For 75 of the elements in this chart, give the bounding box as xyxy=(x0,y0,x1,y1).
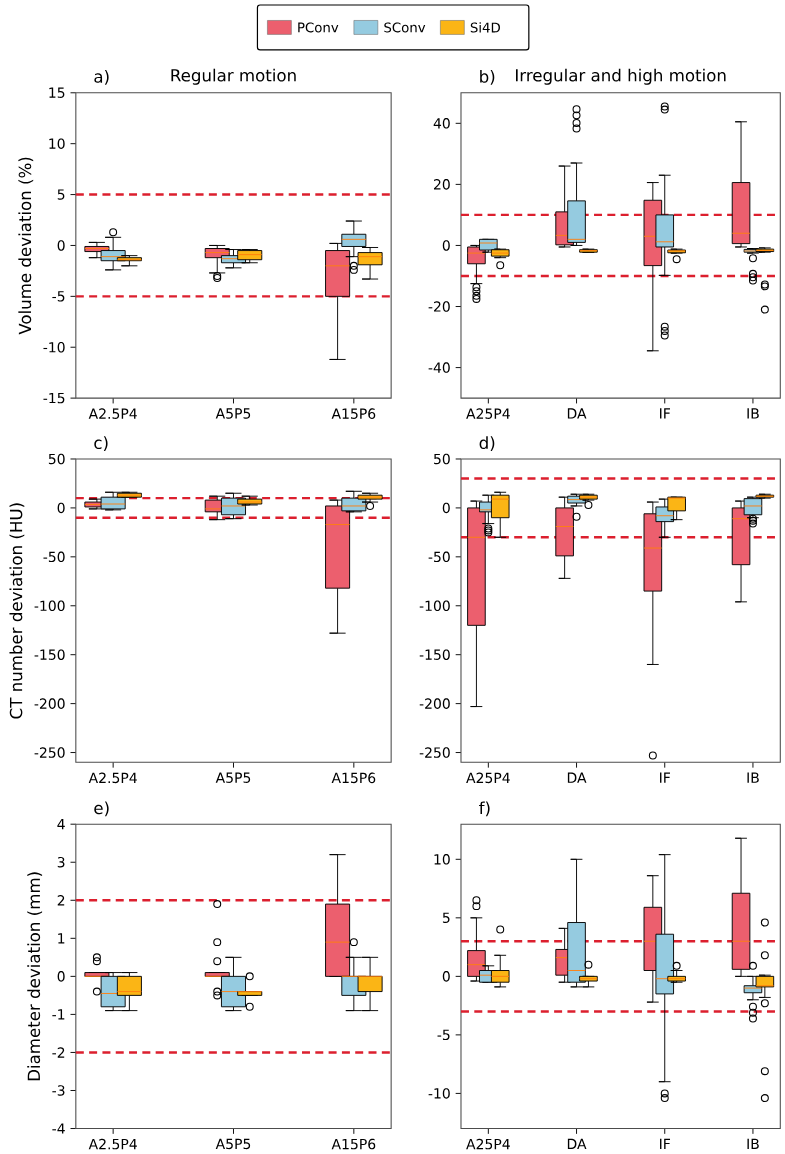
y-tick-label: 15 xyxy=(49,87,65,98)
x-tick-label: A5P5 xyxy=(215,408,251,419)
x-tick-label: IB xyxy=(747,1138,759,1149)
text: f) xyxy=(478,801,490,817)
x-tick-label: A15P6 xyxy=(331,772,376,784)
y-tick-label: 2 xyxy=(57,895,65,906)
text: b) xyxy=(480,69,495,85)
x-tick-label: A25P4 xyxy=(465,1138,510,1150)
x-tick-label: IB xyxy=(747,408,759,419)
y-tick-label: 50 xyxy=(48,453,65,465)
y-axis-title: CT number deviation (HU) xyxy=(9,503,25,719)
y-tick-label: -3 xyxy=(52,1085,65,1096)
y-tick-label: 0 xyxy=(57,502,65,514)
y-tick-label: -150 xyxy=(34,649,65,660)
x-tick-label: A2.5P4 xyxy=(88,772,137,784)
y-tick-label: 1 xyxy=(58,933,65,944)
y-tick-label: -15 xyxy=(43,392,65,404)
y-tick-label: -250 xyxy=(34,747,65,758)
x-tick-label: A25P4 xyxy=(465,408,510,419)
y-tick-label: -250 xyxy=(419,747,450,758)
legend-label: SConv xyxy=(384,22,426,33)
x-tick-label: DA xyxy=(567,772,587,783)
y-tick-label: 3 xyxy=(57,856,65,868)
x-tick-label: A15P6 xyxy=(331,1138,376,1150)
x-tick-label: A5P5 xyxy=(215,1138,251,1150)
y-tick-label: -40 xyxy=(428,362,450,373)
y-tick-label: 40 xyxy=(433,118,450,129)
y-tick-label: 5 xyxy=(57,189,65,200)
x-tick-label: DA xyxy=(567,408,587,419)
y-tick-label: -100 xyxy=(419,600,450,612)
y-tick-label: -100 xyxy=(34,600,65,612)
y-tick-label: -5 xyxy=(437,1029,450,1041)
y-tick-label: 50 xyxy=(433,453,450,465)
y-tick-label: -50 xyxy=(43,551,65,563)
text: d) xyxy=(479,436,495,452)
y-tick-label: -10 xyxy=(43,341,65,353)
x-tick-label: IF xyxy=(659,772,670,783)
text: a) xyxy=(94,70,109,85)
y-tick-label: -150 xyxy=(419,649,450,660)
x-tick-label: A2.5P4 xyxy=(88,1138,137,1150)
y-tick-label: 5 xyxy=(442,912,450,924)
legend-label: PConv xyxy=(298,22,339,33)
x-tick-label: A5P5 xyxy=(215,772,251,783)
y-tick-label: 0 xyxy=(57,971,65,982)
y-tick-label: 10 xyxy=(434,854,450,865)
y-tick-label: -200 xyxy=(419,698,450,709)
y-axis-title: Diameter deviation (mm) xyxy=(27,872,42,1081)
y-tick-label: -200 xyxy=(34,698,65,709)
y-tick-label: -2 xyxy=(52,1047,65,1058)
text: e) xyxy=(94,801,109,817)
text: c) xyxy=(94,436,108,452)
chart-title: Regular motion xyxy=(171,68,296,85)
x-tick-label: IB xyxy=(747,772,759,783)
y-tick-label: 10 xyxy=(49,138,65,149)
y-tick-label: -5 xyxy=(52,291,65,302)
y-tick-label: -10 xyxy=(428,1088,450,1099)
y-axis-title: Volume deviation (%) xyxy=(18,157,34,335)
legend-label: Si4D xyxy=(470,22,500,33)
y-tick-label: 4 xyxy=(57,819,65,830)
y-tick-label: 0 xyxy=(442,971,450,982)
x-tick-label: A25P4 xyxy=(465,772,510,784)
y-tick-label: -4 xyxy=(52,1123,65,1134)
y-tick-label: 0 xyxy=(442,240,450,251)
chart-title: Irregular and high motion xyxy=(515,68,726,85)
y-tick-label: 20 xyxy=(433,179,450,190)
x-tick-label: A15P6 xyxy=(331,408,376,419)
x-tick-label: IF xyxy=(659,408,670,419)
y-tick-label: -1 xyxy=(52,1009,65,1020)
y-tick-label: -50 xyxy=(428,551,450,563)
y-tick-label: 0 xyxy=(442,502,450,514)
y-tick-label: 0 xyxy=(57,240,65,251)
x-tick-label: IF xyxy=(659,1138,670,1149)
x-tick-label: A2.5P4 xyxy=(88,408,137,419)
x-tick-label: DA xyxy=(567,1138,587,1149)
y-tick-label: -20 xyxy=(428,301,450,312)
